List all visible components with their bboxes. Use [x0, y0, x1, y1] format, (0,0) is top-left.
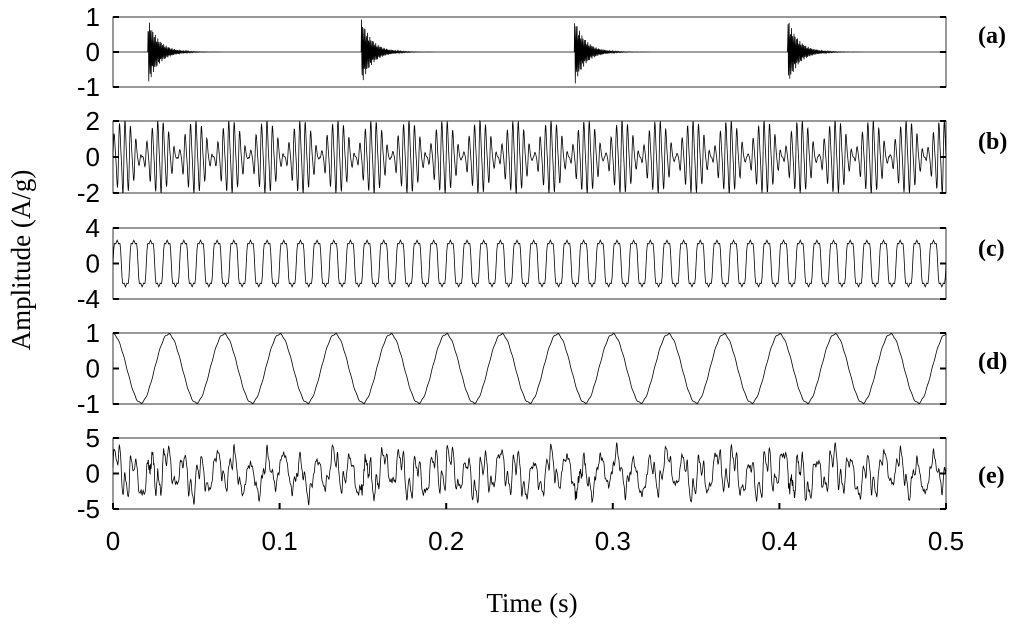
- signal-line-b: [112, 119, 947, 195]
- y-tick-label: 1: [86, 318, 100, 348]
- x-tick-label: 0.4: [761, 526, 797, 556]
- x-tick-label: 0.3: [595, 526, 631, 556]
- panel-d: 1 0 -1 (d): [77, 318, 1007, 419]
- y-tick-label: 0: [86, 249, 100, 279]
- y-tick-label: -1: [77, 72, 100, 102]
- y-tick-label: 2: [86, 106, 100, 136]
- panel-label: (d): [978, 349, 1007, 375]
- panel-c: 4 0 -4 (c): [77, 213, 1005, 314]
- signal-line-e: [112, 442, 947, 506]
- panel-label: (b): [978, 129, 1007, 155]
- x-tick-label: 0.1: [262, 526, 298, 556]
- panel-label: (a): [978, 23, 1006, 49]
- y-tick-label: -5: [77, 494, 100, 524]
- panel-b: 2 0 -2 (b): [77, 106, 1007, 208]
- x-axis-ticks: 0 0.1 0.2 0.3 0.4 0.5: [106, 503, 964, 556]
- panel-a: 1 0 -1 (a): [77, 2, 1006, 102]
- signal-line-c: [112, 239, 947, 288]
- panel-e: 5 0 -5 (e): [77, 423, 1005, 524]
- x-tick-label: 0.5: [928, 526, 964, 556]
- y-tick-label: 1: [86, 2, 100, 32]
- x-axis-label: Time (s): [486, 588, 577, 618]
- y-tick-label: 4: [86, 213, 100, 243]
- y-axis-label: Amplitude (A/g): [6, 170, 36, 351]
- x-tick-label: 0: [106, 526, 120, 556]
- y-tick-label: 0: [86, 459, 100, 489]
- signal-line-a: [113, 19, 946, 84]
- y-tick-label: -1: [77, 389, 100, 419]
- panel-label: (e): [978, 463, 1005, 489]
- y-tick-label: 0: [86, 142, 100, 172]
- panel-label: (c): [978, 236, 1005, 262]
- x-tick-label: 0.2: [428, 526, 464, 556]
- panels: 1 0 -1 (a) 2 0 -2 (b) 4 0 -4 (c) 1 0 -1 (d) 5 0 -5 (e): [77, 2, 1007, 524]
- y-tick-label: 0: [86, 37, 100, 67]
- signal-line-d: [112, 333, 947, 404]
- y-tick-label: 0: [86, 354, 100, 384]
- y-tick-label: -2: [77, 178, 100, 208]
- y-tick-label: 5: [86, 423, 100, 453]
- y-tick-label: -4: [77, 284, 100, 314]
